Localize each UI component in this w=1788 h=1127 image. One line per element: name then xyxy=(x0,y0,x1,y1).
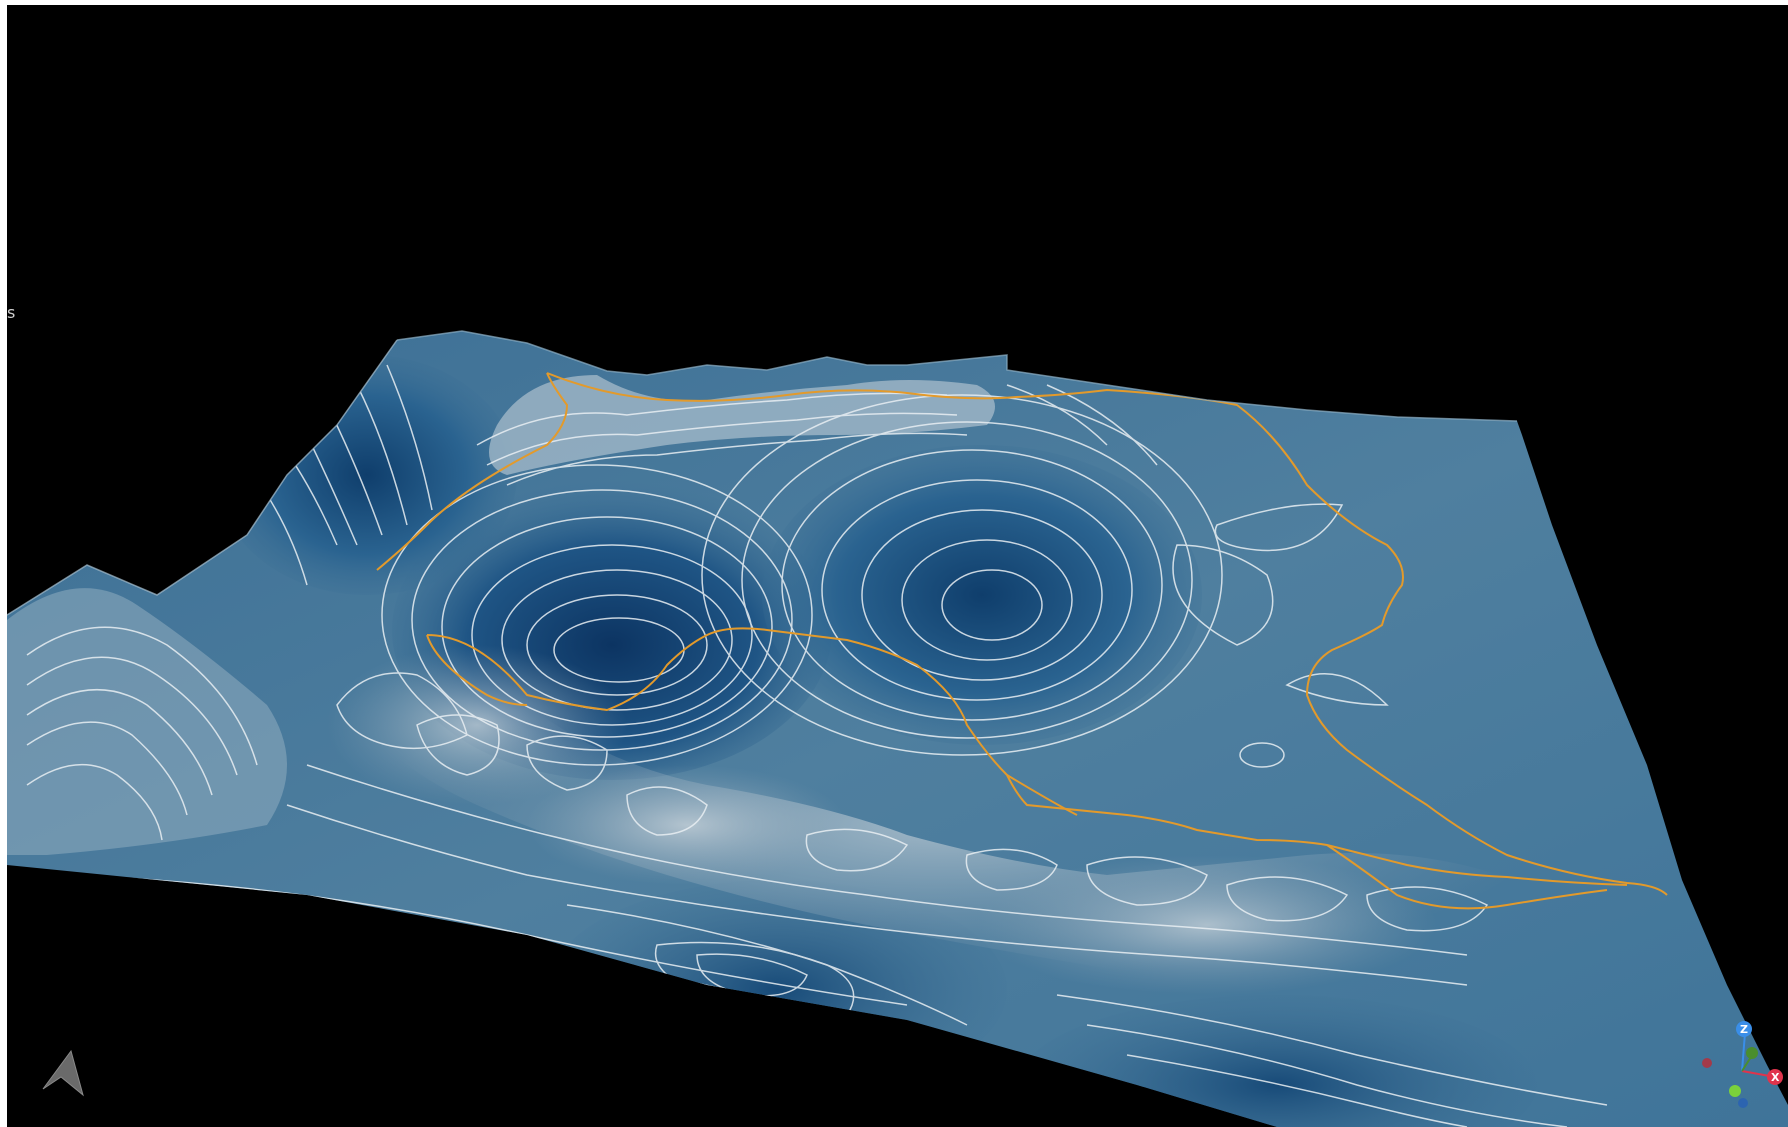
axis-z-label: Z xyxy=(1740,1023,1748,1036)
axis-y-handle[interactable] xyxy=(1746,1047,1758,1059)
north-arrow-icon[interactable] xyxy=(35,1047,93,1099)
3d-map-viewport[interactable]: s xyxy=(7,5,1788,1127)
axis-orientation-gizmo[interactable]: X Z xyxy=(1687,1013,1783,1109)
axis-neg-z-handle[interactable] xyxy=(1738,1098,1748,1108)
terrain-surface[interactable] xyxy=(7,5,1788,1127)
axis-neg-x-handle[interactable] xyxy=(1702,1058,1712,1068)
axis-x-label: X xyxy=(1771,1071,1780,1084)
axis-neg-y-handle[interactable] xyxy=(1729,1085,1741,1097)
